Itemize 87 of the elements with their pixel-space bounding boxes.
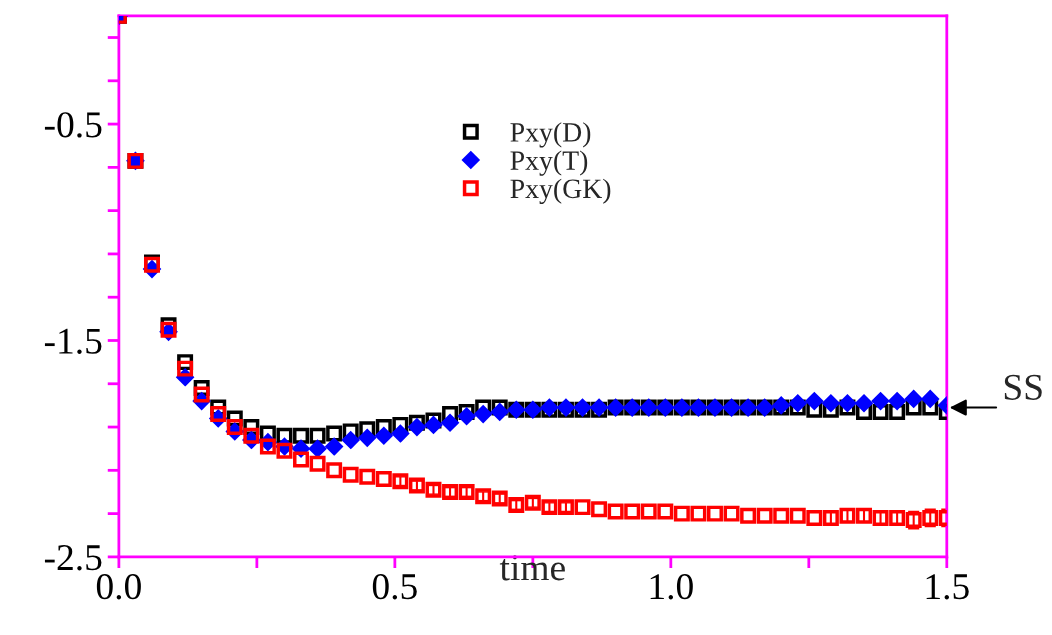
point (607, 503, 624, 520)
point (375, 419, 392, 436)
point (342, 466, 359, 483)
legend-label: Pxy(D) (510, 122, 591, 148)
point (491, 399, 508, 416)
point (358, 429, 376, 447)
legend-label: Pxy(T) (510, 150, 588, 176)
point (839, 507, 856, 524)
point (624, 503, 641, 520)
point (309, 455, 326, 472)
point (342, 423, 359, 440)
point (922, 399, 939, 416)
point (756, 507, 773, 524)
point (424, 416, 443, 434)
x-tick-label: 1.5 (926, 574, 969, 600)
point (441, 414, 459, 432)
point (457, 407, 476, 425)
y-tick-label: -1.5 (44, 328, 102, 355)
point (822, 509, 839, 526)
point (690, 505, 707, 522)
point (359, 421, 376, 438)
point (706, 505, 723, 522)
x-tick-label: 1.0 (650, 573, 693, 600)
point (723, 505, 740, 522)
point (838, 394, 857, 412)
y-tick-label: -2.5 (44, 545, 102, 571)
point (308, 440, 327, 458)
point (657, 503, 674, 520)
point (872, 403, 889, 420)
point (193, 386, 210, 403)
point (210, 406, 227, 423)
point (872, 509, 889, 526)
point (740, 507, 757, 524)
point (856, 507, 872, 524)
point (326, 462, 343, 479)
point (342, 431, 360, 449)
point (640, 503, 657, 520)
point (905, 390, 923, 408)
point (309, 427, 326, 444)
point (591, 501, 608, 518)
point (905, 399, 922, 416)
x-axis-title: time (499, 555, 565, 581)
point (276, 427, 293, 444)
point (408, 418, 426, 436)
point (359, 468, 376, 485)
x-tick-label: 0.5 (372, 573, 417, 600)
point (888, 392, 906, 410)
point (425, 412, 442, 429)
point (789, 394, 807, 412)
point (391, 424, 409, 443)
point (177, 360, 194, 377)
point (856, 403, 872, 420)
point (822, 394, 840, 412)
point (408, 414, 425, 431)
point (458, 403, 475, 420)
point (889, 403, 906, 420)
x-tick-label: 0.0 (96, 573, 141, 600)
point (259, 438, 276, 455)
point (375, 427, 393, 445)
point (806, 509, 823, 526)
point (673, 505, 690, 522)
point (805, 392, 823, 410)
point (889, 509, 906, 526)
point (293, 451, 310, 468)
point (855, 394, 873, 412)
point (375, 471, 392, 487)
point (871, 392, 890, 410)
point (243, 427, 260, 444)
point (789, 399, 806, 416)
point (773, 507, 790, 524)
point (491, 403, 509, 421)
point (789, 507, 806, 524)
point (293, 427, 310, 444)
point (226, 419, 243, 436)
point (392, 416, 409, 433)
point (276, 442, 293, 459)
point (574, 499, 591, 516)
annotation: SS (1004, 374, 1042, 400)
point (326, 425, 343, 442)
point (442, 406, 459, 423)
point (806, 401, 823, 418)
point (325, 437, 343, 456)
point (839, 399, 856, 416)
legend-label: Pxy(GK) (510, 178, 611, 204)
point (921, 390, 939, 408)
point (474, 405, 492, 423)
y-tick-label: -0.5 (44, 112, 102, 138)
